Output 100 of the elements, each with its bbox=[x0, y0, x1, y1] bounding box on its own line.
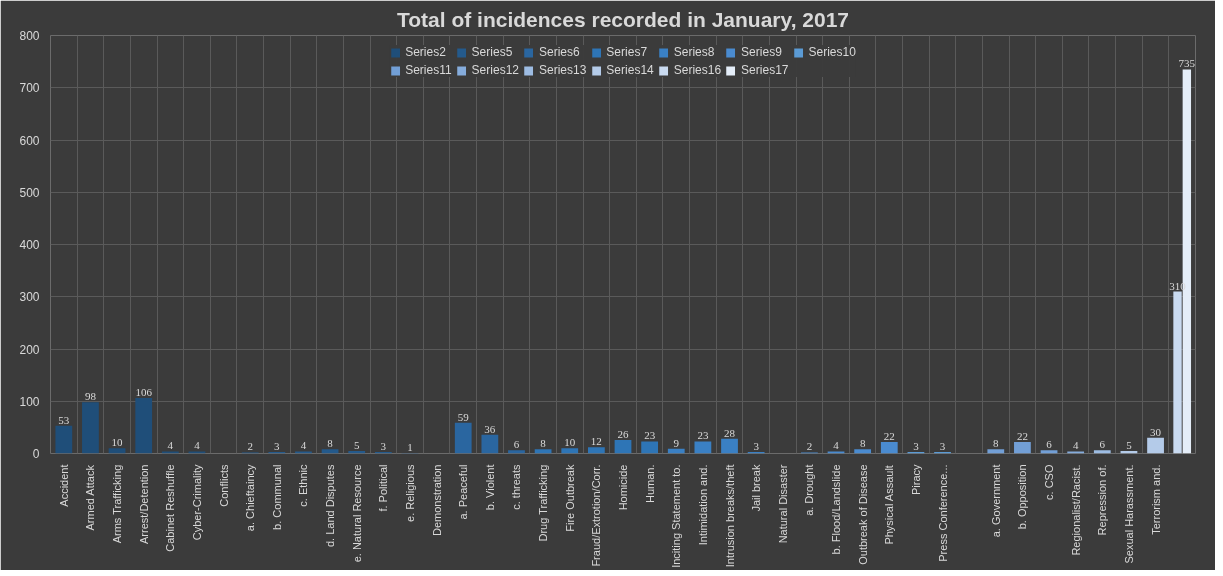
bar bbox=[721, 438, 738, 454]
legend-label: Series17 bbox=[741, 63, 789, 77]
x-tick-label: Press Conference... bbox=[936, 464, 949, 562]
x-tick-label: Accident bbox=[57, 464, 70, 507]
bar bbox=[534, 449, 552, 454]
data-label: 6 bbox=[1099, 438, 1106, 451]
bar bbox=[1093, 450, 1111, 454]
x-tick-label: a. Chieftaincy bbox=[244, 464, 257, 532]
x-tick-label: Natural Disaster bbox=[776, 464, 789, 544]
x-tick-label: b. Violent bbox=[483, 464, 496, 511]
data-label: 4 bbox=[167, 439, 174, 452]
data-label: 9 bbox=[673, 436, 680, 449]
data-label: 4 bbox=[300, 439, 307, 452]
bar bbox=[108, 448, 126, 454]
x-tick-label: Arrest/Detention bbox=[137, 464, 150, 544]
x-tick-label: c. CSO bbox=[1043, 464, 1056, 500]
data-label: 30 bbox=[1150, 425, 1162, 438]
data-label: 22 bbox=[883, 430, 895, 443]
bar bbox=[82, 402, 99, 454]
y-tick-label: 100 bbox=[19, 394, 40, 409]
x-tick-label: Cabinet Reshuffle bbox=[164, 464, 177, 552]
bar bbox=[454, 422, 472, 454]
x-tick-label: f. Political bbox=[377, 464, 390, 512]
data-label: 8 bbox=[327, 437, 334, 450]
x-tick-label: Sexual Harassment. bbox=[1122, 464, 1135, 564]
bar bbox=[614, 439, 632, 454]
data-label: 3 bbox=[753, 439, 760, 452]
data-label: 23 bbox=[697, 429, 709, 442]
x-tick-label: Cyber-Crimality bbox=[190, 464, 203, 541]
x-tick-label: b. Communal bbox=[270, 464, 283, 530]
bar bbox=[1147, 437, 1164, 454]
x-tick-label: Inciting Statement to. bbox=[670, 464, 683, 568]
x-tick-label: Physical Assault bbox=[883, 465, 896, 545]
bar bbox=[188, 451, 206, 454]
legend-label: Series13 bbox=[538, 63, 587, 77]
y-tick-label: 800 bbox=[19, 29, 40, 43]
data-label: 98 bbox=[84, 390, 97, 403]
legend-label: Series14 bbox=[606, 63, 654, 77]
data-label: 106 bbox=[135, 386, 153, 399]
legend-label: Series9 bbox=[741, 45, 782, 59]
data-label: 3 bbox=[380, 439, 387, 452]
data-label: 59 bbox=[457, 410, 470, 423]
bar bbox=[1067, 451, 1085, 454]
data-label: 6 bbox=[513, 438, 520, 451]
data-label: 4 bbox=[833, 439, 840, 452]
x-tick-label: c. Ethnic bbox=[297, 464, 310, 507]
data-label: 2 bbox=[247, 440, 253, 453]
data-label: 22 bbox=[1016, 430, 1028, 443]
data-label: 1 bbox=[407, 440, 413, 453]
x-tick-label: c. threats bbox=[510, 464, 523, 510]
data-label: 26 bbox=[617, 427, 629, 440]
y-tick-label: 400 bbox=[19, 238, 40, 252]
legend-label: Series6 bbox=[538, 45, 580, 59]
x-tick-label: a. Peaceful bbox=[457, 464, 470, 520]
y-tick-label: 700 bbox=[19, 81, 40, 96]
data-label: 5 bbox=[1126, 438, 1133, 451]
bar bbox=[1040, 450, 1058, 454]
x-tick-label: Intimidation and. bbox=[696, 464, 709, 546]
bar bbox=[161, 451, 179, 454]
x-tick-label: Conflicts bbox=[217, 464, 230, 507]
bar bbox=[295, 451, 312, 454]
data-label: 10 bbox=[564, 436, 576, 449]
x-tick-label: e. Religious bbox=[403, 464, 416, 522]
legend-label: Series7 bbox=[606, 45, 648, 59]
x-tick-label: Armed Attack bbox=[84, 464, 97, 531]
data-label: 36 bbox=[484, 422, 496, 435]
bar bbox=[1014, 442, 1031, 454]
data-label: 735 bbox=[1178, 57, 1196, 70]
x-tick-label: e. Natural Resource bbox=[350, 464, 363, 563]
legend-label: Series11 bbox=[405, 63, 452, 77]
data-label: 3 bbox=[913, 439, 920, 452]
x-tick-label: a. Government bbox=[989, 464, 1002, 538]
bar bbox=[321, 449, 339, 454]
y-tick-label: 300 bbox=[19, 290, 40, 305]
data-label: 3 bbox=[939, 439, 946, 452]
y-tick-label: 200 bbox=[19, 342, 40, 357]
data-label: 23 bbox=[644, 429, 656, 442]
bar bbox=[561, 448, 579, 454]
x-tick-label: Terrorism and. bbox=[1149, 464, 1162, 535]
x-tick-label: Human. bbox=[643, 464, 656, 504]
data-label: 4 bbox=[1072, 439, 1079, 452]
x-tick-label: Outbreak of Disease bbox=[856, 464, 869, 565]
bar bbox=[481, 434, 499, 454]
bar bbox=[987, 449, 1005, 454]
bar bbox=[55, 425, 73, 454]
x-tick-label: Drug Trafficking bbox=[537, 464, 550, 542]
x-tick-label: Fire Outbreak bbox=[563, 464, 576, 532]
chart-title: Total of incidences recorded in January, 2017 bbox=[396, 7, 850, 31]
y-tick-label: 0 bbox=[32, 447, 40, 461]
y-tick-label: 500 bbox=[19, 185, 40, 200]
x-tick-label: Fraud/Extrotion/Corr. bbox=[590, 464, 603, 567]
legend-label: Series10 bbox=[808, 45, 856, 59]
data-label: 10 bbox=[111, 436, 124, 449]
x-tick-label: a. Drought bbox=[803, 464, 816, 516]
x-tick-label: Jail break bbox=[750, 464, 763, 512]
legend-label: Series2 bbox=[405, 45, 446, 59]
x-tick-label: b. Flood/Landslide bbox=[830, 464, 843, 555]
y-tick-label: 600 bbox=[19, 133, 40, 148]
data-label: 12 bbox=[590, 435, 602, 448]
bar bbox=[508, 450, 525, 454]
